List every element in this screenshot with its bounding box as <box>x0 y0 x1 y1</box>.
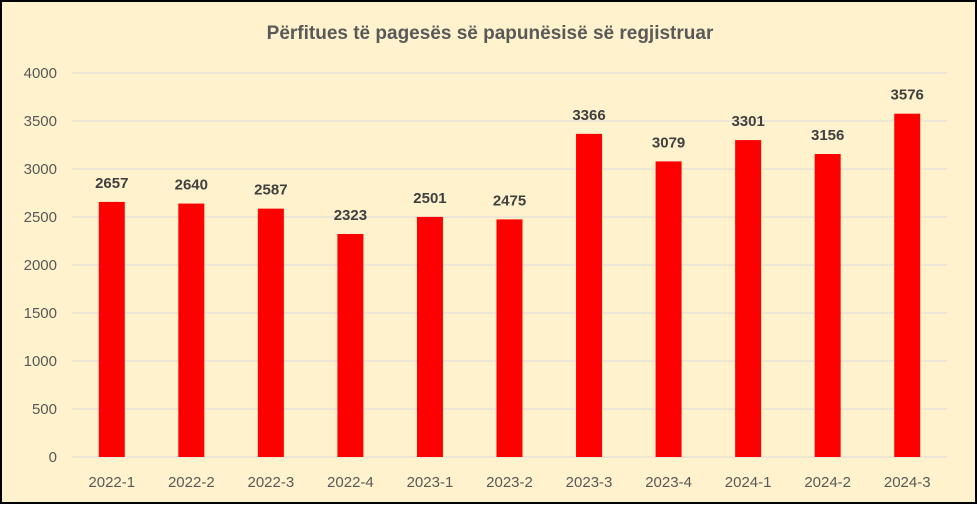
x-tick-label: 2023-2 <box>486 474 533 491</box>
data-label: 2587 <box>254 182 287 199</box>
bar <box>814 154 841 458</box>
y-tick-label: 500 <box>32 401 57 418</box>
data-label: 3366 <box>572 107 605 124</box>
bar <box>655 161 682 457</box>
y-tick-label: 0 <box>49 449 57 466</box>
data-label: 3301 <box>731 113 764 130</box>
bar <box>894 113 921 457</box>
x-axis-ticks: 2022-1 2022-2 2022-3 2022-4 2023-1 2023-2 2023… <box>88 474 930 491</box>
bar <box>576 133 603 457</box>
bar <box>735 140 762 457</box>
x-tick-label: 2024-1 <box>725 474 772 491</box>
y-axis-ticks: 0 500 1000 1500 2000 2500 3000 3500 4000 <box>24 65 57 466</box>
bars <box>98 113 921 458</box>
data-label: 2501 <box>413 190 446 207</box>
x-tick-label: 2023-4 <box>645 474 692 491</box>
bar <box>98 201 125 457</box>
x-tick-label: 2022-4 <box>327 474 374 491</box>
x-tick-label: 2024-3 <box>884 474 931 491</box>
data-label: 2640 <box>175 177 208 194</box>
bar <box>496 219 523 457</box>
x-tick-label: 2023-3 <box>566 474 613 491</box>
x-tick-label: 2022-1 <box>88 474 135 491</box>
y-tick-label: 3000 <box>24 161 57 178</box>
bar <box>178 203 205 457</box>
chart-title: Përfitues të pagesës së papunësisë së re… <box>267 23 714 44</box>
y-tick-label: 1500 <box>24 305 57 322</box>
data-label: 2323 <box>334 207 367 224</box>
data-label: 3576 <box>891 87 924 104</box>
y-tick-label: 2500 <box>24 209 57 226</box>
data-label: 3079 <box>652 134 685 151</box>
x-tick-label: 2022-3 <box>248 474 295 491</box>
x-tick-label: 2022-2 <box>168 474 215 491</box>
bar <box>416 216 443 457</box>
y-tick-label: 1000 <box>24 353 57 370</box>
y-tick-label: 4000 <box>24 65 57 82</box>
bar <box>257 208 284 457</box>
x-tick-label: 2024-2 <box>804 474 851 491</box>
bar <box>337 233 364 457</box>
data-label: 2475 <box>493 192 526 209</box>
y-tick-label: 2000 <box>24 257 57 274</box>
y-tick-label: 3500 <box>24 113 57 130</box>
data-label: 3156 <box>811 127 844 144</box>
data-labels: 2657 2640 2587 2323 2501 2475 3366 3079 3301 3156… <box>95 87 924 224</box>
data-label: 2657 <box>95 175 128 192</box>
x-tick-label: 2023-1 <box>407 474 454 491</box>
